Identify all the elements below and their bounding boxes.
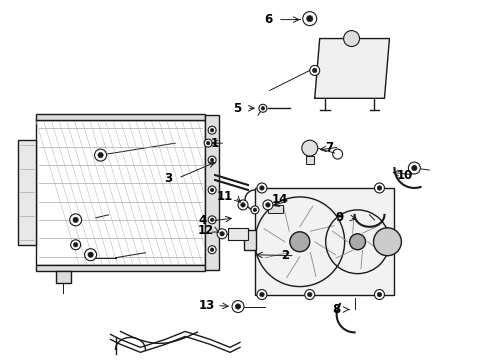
Text: 1: 1 [211, 137, 219, 150]
Circle shape [408, 162, 420, 174]
Circle shape [208, 126, 216, 134]
Circle shape [210, 188, 214, 192]
Text: 11: 11 [217, 190, 233, 203]
Bar [36, 120, 205, 265]
Circle shape [70, 214, 82, 226]
Circle shape [208, 216, 216, 224]
Circle shape [220, 231, 224, 236]
Circle shape [210, 158, 214, 162]
Circle shape [88, 252, 93, 257]
Circle shape [412, 165, 417, 171]
Circle shape [204, 139, 212, 147]
Circle shape [257, 183, 267, 193]
Text: 7: 7 [326, 141, 334, 154]
Bar [255, 188, 394, 294]
Bar [306, 156, 314, 164]
Circle shape [377, 292, 382, 297]
Circle shape [235, 304, 241, 309]
Circle shape [313, 68, 317, 73]
Circle shape [217, 229, 227, 239]
Bar [205, 115, 219, 270]
Circle shape [263, 200, 273, 210]
Circle shape [208, 186, 216, 194]
Bar [56, 271, 71, 283]
Circle shape [308, 292, 312, 297]
Text: 10: 10 [396, 168, 413, 181]
Circle shape [210, 218, 214, 222]
Circle shape [206, 141, 210, 145]
Text: 13: 13 [199, 299, 215, 312]
Circle shape [260, 292, 264, 297]
Circle shape [310, 66, 319, 75]
Circle shape [349, 234, 366, 250]
Circle shape [241, 203, 245, 207]
Text: 2: 2 [281, 249, 289, 262]
Circle shape [302, 140, 318, 156]
Bar [268, 205, 283, 213]
Bar [228, 228, 248, 240]
Circle shape [251, 206, 259, 214]
Bar [244, 230, 256, 250]
Circle shape [307, 15, 313, 22]
Circle shape [377, 186, 382, 190]
Circle shape [95, 149, 106, 161]
Circle shape [257, 289, 267, 300]
Circle shape [374, 183, 385, 193]
Text: 9: 9 [336, 211, 344, 224]
Circle shape [210, 248, 214, 252]
Circle shape [305, 289, 315, 300]
Circle shape [373, 228, 401, 256]
Text: 4: 4 [198, 214, 206, 228]
Circle shape [261, 107, 265, 110]
Circle shape [85, 249, 97, 261]
Text: 14: 14 [271, 193, 288, 206]
Circle shape [374, 289, 385, 300]
Circle shape [290, 232, 310, 252]
Circle shape [208, 156, 216, 164]
Circle shape [253, 208, 257, 212]
Circle shape [74, 243, 78, 247]
Text: 8: 8 [333, 303, 341, 316]
Circle shape [266, 203, 270, 207]
Text: 6: 6 [264, 13, 272, 26]
Circle shape [259, 104, 267, 112]
Bar [18, 140, 36, 245]
Circle shape [303, 12, 317, 26]
Polygon shape [315, 39, 390, 98]
Circle shape [260, 186, 264, 190]
Text: 3: 3 [164, 171, 172, 185]
Circle shape [98, 152, 103, 158]
Circle shape [232, 301, 244, 312]
Circle shape [210, 129, 214, 132]
Circle shape [73, 217, 78, 222]
Bar [36, 265, 205, 271]
Circle shape [71, 240, 81, 250]
Bar [36, 114, 205, 120]
Text: 5: 5 [233, 102, 241, 115]
Circle shape [208, 246, 216, 254]
Text: 12: 12 [198, 224, 214, 237]
Circle shape [343, 31, 360, 46]
Circle shape [238, 200, 248, 210]
